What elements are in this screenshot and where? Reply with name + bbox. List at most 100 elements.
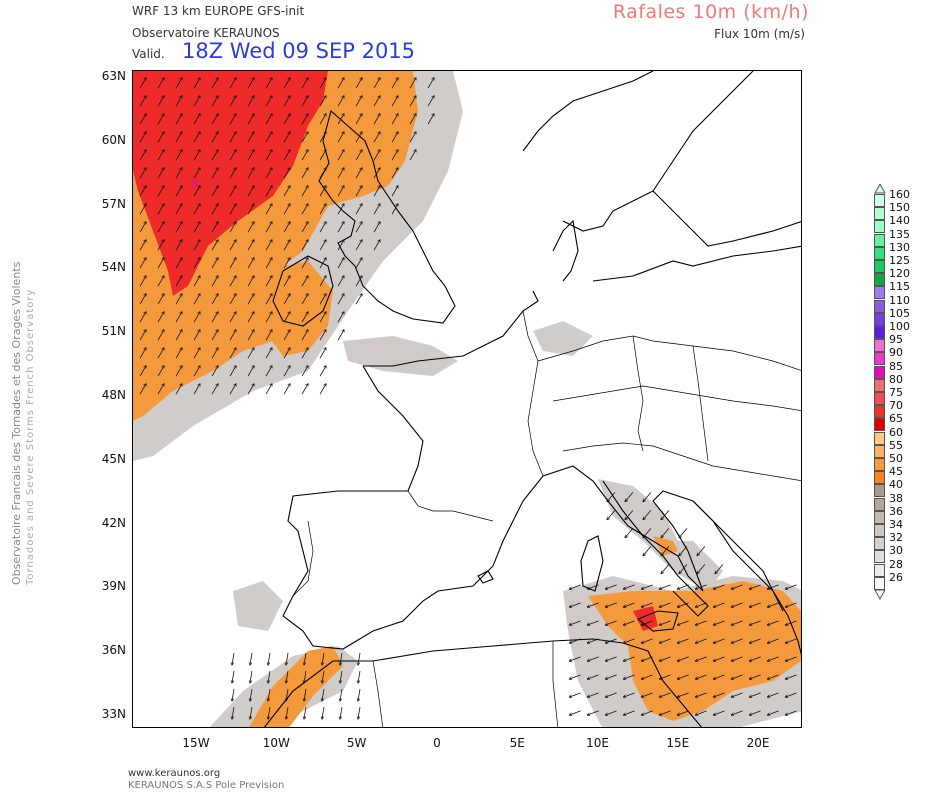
wind-arrow xyxy=(391,114,398,125)
wind-arrow xyxy=(677,620,689,625)
wind-arrow xyxy=(623,584,635,589)
wind-arrow xyxy=(301,222,308,233)
wind-arrow xyxy=(232,707,235,719)
legend-swatch xyxy=(874,444,885,458)
wind-arrow xyxy=(679,564,688,573)
wind-arrow xyxy=(229,186,236,197)
wind-arrow xyxy=(785,656,797,661)
legend-swatch xyxy=(874,537,885,551)
wind-arrow xyxy=(569,674,581,679)
wind-arrow xyxy=(623,692,635,697)
wind-arrow xyxy=(373,78,380,89)
wind-arrow xyxy=(355,168,362,179)
wind-arrow xyxy=(641,638,653,643)
wind-arrow xyxy=(211,150,218,161)
wind-arrow xyxy=(175,312,182,323)
wind-arrow xyxy=(265,312,272,323)
wind-arrow xyxy=(697,546,706,555)
wind-arrow xyxy=(193,312,200,323)
wind-arrow xyxy=(175,96,182,107)
wind-arrow xyxy=(265,276,272,287)
wind-arrow xyxy=(641,692,653,697)
wind-arrow xyxy=(139,204,146,215)
wind-arrow xyxy=(319,168,326,179)
wind-arrow xyxy=(193,204,200,215)
wind-arrow xyxy=(319,258,326,269)
wind-arrow xyxy=(247,96,254,107)
wind-arrow xyxy=(265,330,272,341)
wind-arrow xyxy=(661,564,670,573)
wind-arrow xyxy=(661,510,670,519)
wind-arrow xyxy=(265,366,272,377)
wind-arrow xyxy=(569,710,581,715)
gust-peak-marker xyxy=(192,180,198,186)
wind-arrow xyxy=(731,620,743,625)
side-credit-sub: Tornadoes and Severe Storms French Obser… xyxy=(25,288,36,585)
wind-arrow xyxy=(731,584,743,589)
wind-arrow xyxy=(337,222,344,233)
wind-arrow xyxy=(265,186,272,197)
legend-label: 140 xyxy=(889,214,910,228)
wind-arrow xyxy=(157,276,164,287)
wind-arrow xyxy=(301,348,308,359)
wind-arrow xyxy=(409,132,416,143)
wind-arrow xyxy=(157,330,164,341)
legend-swatch xyxy=(874,471,885,485)
wind-arrow xyxy=(319,204,326,215)
wind-arrow xyxy=(301,168,308,179)
wind-arrow xyxy=(301,204,308,215)
legend-level: 50 xyxy=(874,452,934,471)
wind-arrow xyxy=(283,168,290,179)
wind-arrow xyxy=(247,78,254,89)
wind-arrow xyxy=(373,114,380,125)
wind-arrow xyxy=(229,168,236,179)
legend-swatch xyxy=(874,273,885,287)
wind-arrow xyxy=(785,620,797,625)
wind-arrow xyxy=(283,384,290,395)
legend-label: 34 xyxy=(889,518,903,531)
wind-arrow xyxy=(749,602,761,607)
legend-label: 150 xyxy=(889,201,910,215)
wind-arrow xyxy=(340,653,343,665)
wind-arrow xyxy=(247,294,254,305)
legend-label: 26 xyxy=(889,570,903,584)
wind-arrow xyxy=(247,168,254,179)
wind-arrow xyxy=(265,114,272,125)
legend-level: 70 xyxy=(874,399,934,419)
longitude-label: 15E xyxy=(666,736,690,750)
legend-swatch xyxy=(874,260,885,273)
wind-arrow xyxy=(605,620,617,625)
wind-arrow xyxy=(697,564,706,573)
map-panel[interactable] xyxy=(132,70,802,728)
wind-arrow xyxy=(283,294,290,305)
wind-arrow xyxy=(340,671,343,683)
wind-arrow xyxy=(749,656,761,661)
wind-arrow xyxy=(304,653,307,665)
wind-arrow xyxy=(695,674,707,679)
wind-arrow xyxy=(319,186,326,197)
legend-label: 45 xyxy=(889,465,903,479)
legend-label: 60 xyxy=(889,425,903,439)
wind-arrow xyxy=(605,674,617,679)
wind-arrow xyxy=(211,366,218,377)
wind-arrow xyxy=(250,707,253,719)
wind-arrow xyxy=(175,366,182,377)
wind-arrow xyxy=(211,204,218,215)
wind-arrow xyxy=(301,114,308,125)
latitude-label: 42N xyxy=(101,515,126,530)
legend-level: 26 xyxy=(874,571,934,590)
wind-arrow xyxy=(283,78,290,89)
wind-arrow xyxy=(301,312,308,323)
wind-arrow xyxy=(767,674,779,679)
wind-arrow xyxy=(229,276,236,287)
wind-arrow xyxy=(409,96,416,107)
wind-arrow xyxy=(193,96,200,107)
wind-arrow xyxy=(229,114,236,125)
wind-arrow xyxy=(157,294,164,305)
wind-arrow xyxy=(427,114,434,125)
wind-arrow xyxy=(337,240,344,251)
legend-swatch xyxy=(874,524,885,537)
wind-arrow xyxy=(193,168,200,179)
wind-arrow xyxy=(139,168,146,179)
wind-arrow xyxy=(229,366,236,377)
